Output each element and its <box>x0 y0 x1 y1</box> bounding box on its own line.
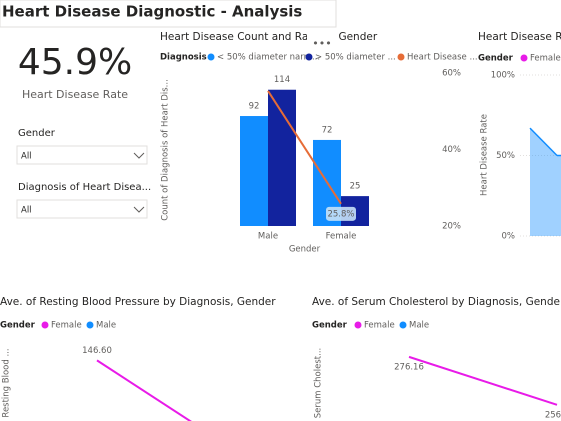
dropdown-value[interactable]: All <box>21 152 32 162</box>
slicer-label: Gender <box>18 128 56 139</box>
legend-title: Gender <box>312 321 348 331</box>
area-line <box>529 127 558 157</box>
y2-tick-label: 40% <box>442 145 461 155</box>
y-axis-title: Serum Cholest... <box>314 348 324 418</box>
slicer-dropdown[interactable]: All <box>16 199 148 219</box>
more-options-bg <box>307 29 337 46</box>
legend-label: Female <box>51 321 82 331</box>
legend-label: < 50% diameter narro... <box>217 53 320 63</box>
legend-label: Heart Disease ... <box>407 53 478 63</box>
data-label-bg <box>326 206 356 221</box>
page-title: Heart Disease Diagnostic - Analysis <box>2 3 302 21</box>
y-tick-label: 100% <box>491 71 515 81</box>
x-tick-label: Male <box>258 232 278 242</box>
legend-title: Diagnosis <box>160 53 207 63</box>
chevron[interactable] <box>133 152 145 159</box>
chart-title: Heart Disease Count and Rate by Gender <box>160 31 378 43</box>
kpi-value: 45.9% <box>18 42 132 83</box>
kpi-caption: Heart Disease Rate <box>22 88 128 101</box>
y-tick-label: 0% <box>502 232 516 242</box>
x-tick-label: Female <box>326 232 357 242</box>
chevron[interactable] <box>133 206 145 213</box>
data-label: 276.16 <box>394 362 424 372</box>
legend-label: > 50% diameter ... <box>315 53 396 63</box>
y-axis-title: Resting Blood ... <box>2 348 12 417</box>
slicer-dropdown[interactable]: All <box>16 145 148 165</box>
legend-marker <box>41 321 49 329</box>
y-tick-label: 50% <box>496 151 515 161</box>
slicer-label: Diagnosis of Heart Disea... <box>18 182 151 193</box>
legend-marker <box>397 53 405 61</box>
legend-marker <box>520 54 528 62</box>
data-label: 25.8% <box>327 209 354 219</box>
dropdown-box[interactable] <box>16 145 148 165</box>
data-label: 92 <box>249 102 260 112</box>
series-line <box>408 355 558 406</box>
legend-marker <box>305 53 313 61</box>
legend-label: Male <box>96 321 116 331</box>
more-options-icon: ••• <box>312 37 331 50</box>
chart-title: Ave. of Resting Blood Pressure by Diagno… <box>0 296 276 308</box>
dropdown-value[interactable]: All <box>21 206 32 216</box>
legend-label: Male <box>409 321 429 331</box>
data-label: 72 <box>322 125 333 135</box>
series-line <box>96 359 192 421</box>
header-bar <box>0 0 337 28</box>
legend-marker <box>86 321 94 329</box>
chart-title: Heart Disease R <box>478 31 561 43</box>
bar <box>268 89 296 226</box>
data-label: 114 <box>274 75 290 85</box>
x-axis-title: Gender <box>289 245 321 255</box>
legend-marker <box>354 321 362 329</box>
legend-title: Gender <box>0 321 36 331</box>
data-label: 256.7 <box>545 410 561 420</box>
legend-label: Female <box>530 54 561 64</box>
y2-tick-label: 20% <box>442 222 461 232</box>
data-label: 146.60 <box>82 346 112 356</box>
data-label: 25 <box>350 182 361 192</box>
area-fill <box>530 128 561 236</box>
y2-tick-label: 60% <box>442 69 461 79</box>
legend-label: Female <box>364 321 395 331</box>
legend-title: Gender <box>478 54 514 64</box>
dropdown-box[interactable] <box>16 199 148 219</box>
legend-marker <box>207 53 215 61</box>
chart-title: Ave. of Serum Cholesterol by Diagnosis, … <box>312 296 560 308</box>
y-axis-title: Heart Disease Rate <box>480 114 490 196</box>
rate-line <box>267 90 342 205</box>
legend-marker <box>399 321 407 329</box>
y-axis-title: Count of Diagnosis of Heart Dis... <box>161 79 171 221</box>
bar <box>240 116 268 226</box>
